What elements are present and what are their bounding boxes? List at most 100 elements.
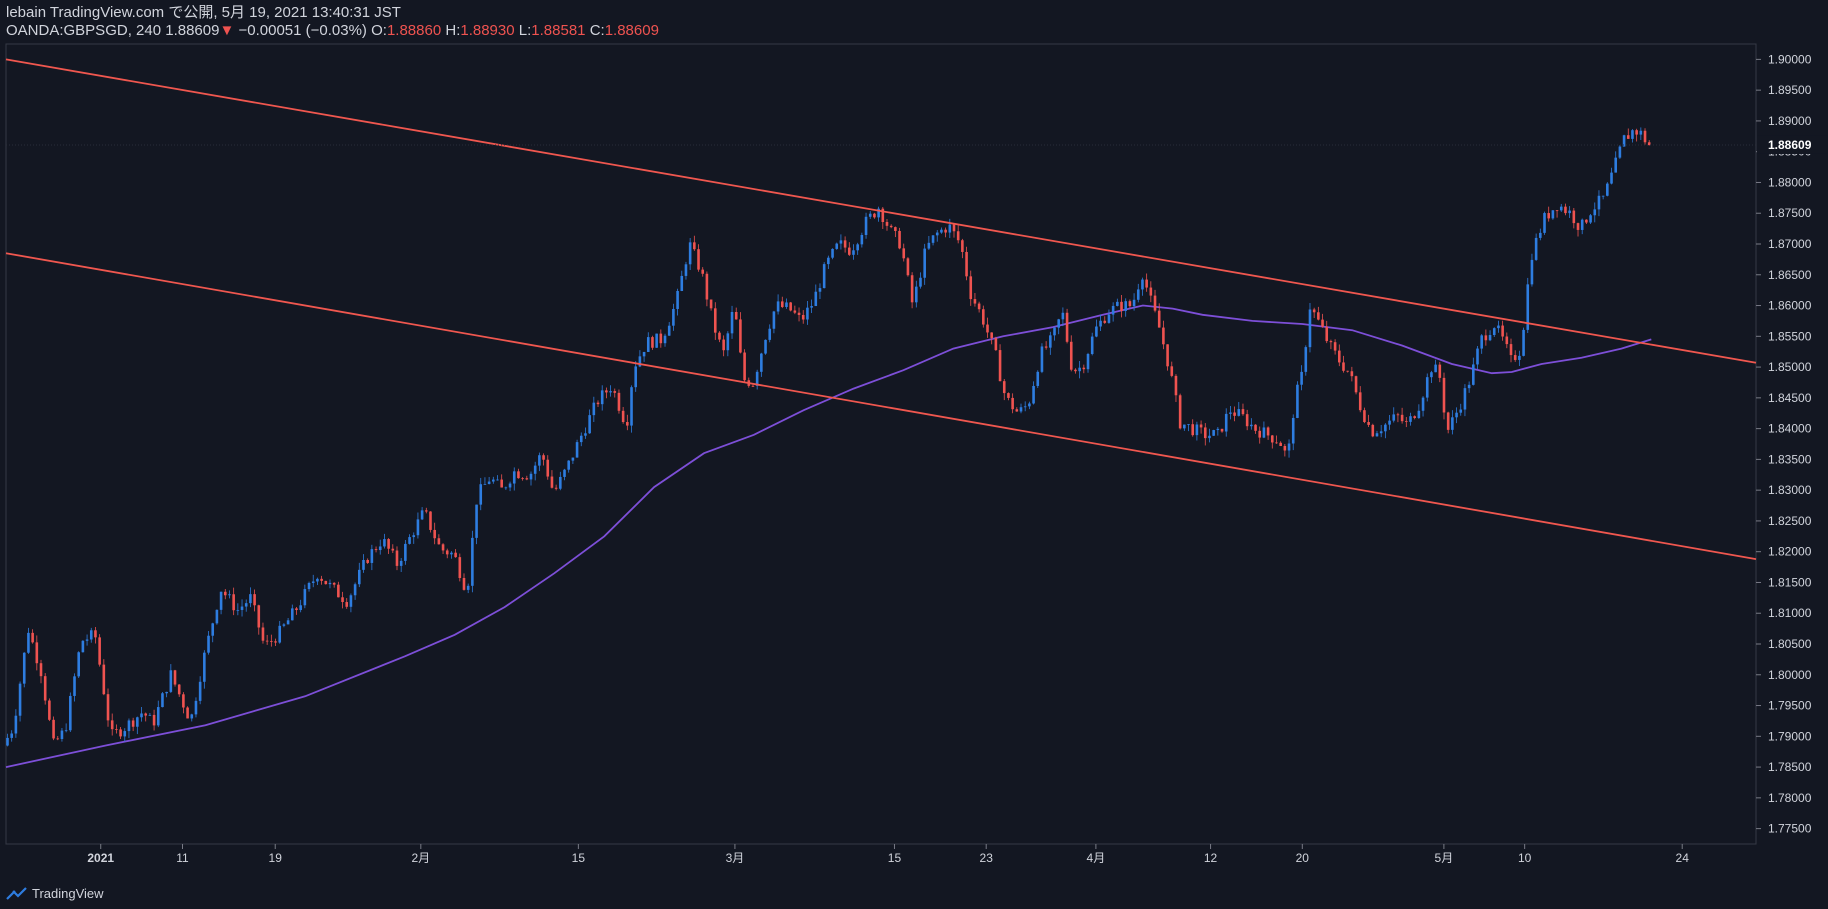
candle-body bbox=[85, 639, 89, 641]
candle-body bbox=[1074, 369, 1077, 372]
candle-body bbox=[1647, 142, 1651, 146]
candle-body bbox=[864, 216, 868, 235]
candle-body bbox=[1233, 412, 1236, 416]
candle-body bbox=[827, 257, 830, 265]
price-tick-label: 1.80000 bbox=[1768, 668, 1812, 682]
candle-body bbox=[856, 244, 859, 251]
candle-body bbox=[1162, 327, 1165, 345]
candle-body bbox=[362, 559, 365, 570]
candle-body bbox=[500, 479, 503, 488]
candle-body bbox=[1564, 206, 1567, 214]
price-tick-label: 1.79000 bbox=[1768, 729, 1812, 743]
price-tick-label: 1.88000 bbox=[1768, 175, 1812, 189]
candle-body bbox=[621, 410, 625, 423]
time-axis[interactable]: 2021 11 19 2月 15 3月 15 23 4月 12 20 5月 10 24 bbox=[87, 844, 1689, 865]
candle-body bbox=[140, 713, 143, 718]
candle-body bbox=[642, 351, 646, 357]
candle-body bbox=[512, 471, 516, 484]
candle-body bbox=[136, 717, 139, 727]
candle-body bbox=[739, 319, 742, 353]
candle-body bbox=[223, 591, 227, 596]
candle-body bbox=[35, 642, 39, 664]
chart-header: lebain TradingView.com で公開, 5月 19, 2021 … bbox=[6, 4, 659, 40]
branding[interactable]: TradingView bbox=[6, 886, 104, 901]
candle-body bbox=[370, 549, 374, 563]
lower-channel-trendline[interactable] bbox=[5, 252, 1757, 560]
candle-body bbox=[357, 569, 361, 585]
candle-body bbox=[1044, 346, 1048, 348]
candle-body bbox=[1346, 370, 1349, 372]
candle-body bbox=[600, 390, 604, 405]
candle-body bbox=[1405, 421, 1408, 422]
price-tick-label: 1.78500 bbox=[1768, 760, 1812, 774]
candle-body bbox=[1635, 130, 1638, 135]
candle-body bbox=[1250, 424, 1253, 427]
candle-body bbox=[1463, 388, 1467, 410]
candle-body bbox=[479, 484, 483, 505]
low-label: L: bbox=[518, 22, 532, 39]
upper-channel-trendline[interactable] bbox=[5, 58, 1757, 364]
candle-body bbox=[1626, 135, 1630, 139]
candle-body bbox=[755, 371, 759, 386]
price-axis[interactable]: 1.900001.895001.890001.885001.880001.875… bbox=[6, 52, 1827, 836]
candle-body bbox=[1585, 219, 1588, 223]
candle-body bbox=[1639, 130, 1643, 135]
candle-body bbox=[1279, 442, 1282, 446]
price-tick-label: 1.86000 bbox=[1768, 299, 1812, 313]
candle-body bbox=[1291, 417, 1295, 444]
candle-body bbox=[575, 442, 579, 458]
candle-body bbox=[1505, 336, 1509, 345]
candle-body bbox=[165, 691, 168, 694]
time-tick-label: 15 bbox=[888, 851, 902, 865]
candle-body bbox=[483, 483, 487, 485]
candle-body bbox=[571, 457, 575, 461]
candle-body bbox=[1597, 195, 1601, 210]
candle-body bbox=[1379, 431, 1383, 434]
candle-body bbox=[613, 391, 617, 393]
candle-body bbox=[998, 350, 1002, 382]
time-tick-label: 5月 bbox=[1435, 851, 1454, 865]
symbol-name[interactable]: OANDA:GBPSGD, 240 bbox=[6, 22, 162, 39]
candle-body bbox=[228, 594, 231, 596]
candle-body bbox=[1212, 430, 1215, 436]
candle-body bbox=[655, 333, 658, 348]
candle-body bbox=[161, 693, 164, 708]
candle-body bbox=[1132, 299, 1136, 307]
candle-body bbox=[282, 624, 286, 626]
price-tick-label: 1.81500 bbox=[1768, 575, 1812, 589]
time-tick-label: 2021 bbox=[87, 851, 114, 865]
candle-body bbox=[994, 338, 998, 351]
candle-body bbox=[789, 302, 792, 311]
candle-body bbox=[152, 714, 156, 726]
candle-body bbox=[77, 652, 80, 677]
candle-body bbox=[215, 609, 219, 624]
candle-body bbox=[1011, 397, 1014, 410]
candle-body bbox=[265, 640, 269, 642]
candle-body bbox=[1296, 384, 1299, 418]
candle-body bbox=[219, 591, 223, 610]
candle-body bbox=[341, 597, 344, 603]
candle-body bbox=[722, 339, 725, 351]
candle-body bbox=[1245, 414, 1249, 427]
candle-body bbox=[1459, 409, 1463, 413]
candle-body bbox=[1224, 413, 1228, 432]
candle-body bbox=[1040, 346, 1044, 372]
candle-body bbox=[48, 700, 51, 720]
candle-body bbox=[1363, 410, 1366, 423]
candle-body bbox=[106, 694, 110, 721]
candle-body bbox=[1208, 435, 1211, 439]
candle-body bbox=[1559, 206, 1563, 211]
candle-body bbox=[626, 422, 629, 426]
candle-body bbox=[1203, 427, 1207, 439]
candle-body bbox=[554, 487, 558, 489]
candle-body bbox=[337, 584, 340, 598]
candle-body bbox=[584, 433, 587, 436]
candle-body bbox=[1157, 310, 1161, 328]
candle-body bbox=[1254, 424, 1257, 431]
candle-body bbox=[131, 720, 135, 727]
candle-body bbox=[148, 714, 152, 716]
candle-body bbox=[1451, 417, 1454, 430]
candle-body bbox=[1526, 284, 1530, 330]
candle-body bbox=[751, 385, 755, 387]
